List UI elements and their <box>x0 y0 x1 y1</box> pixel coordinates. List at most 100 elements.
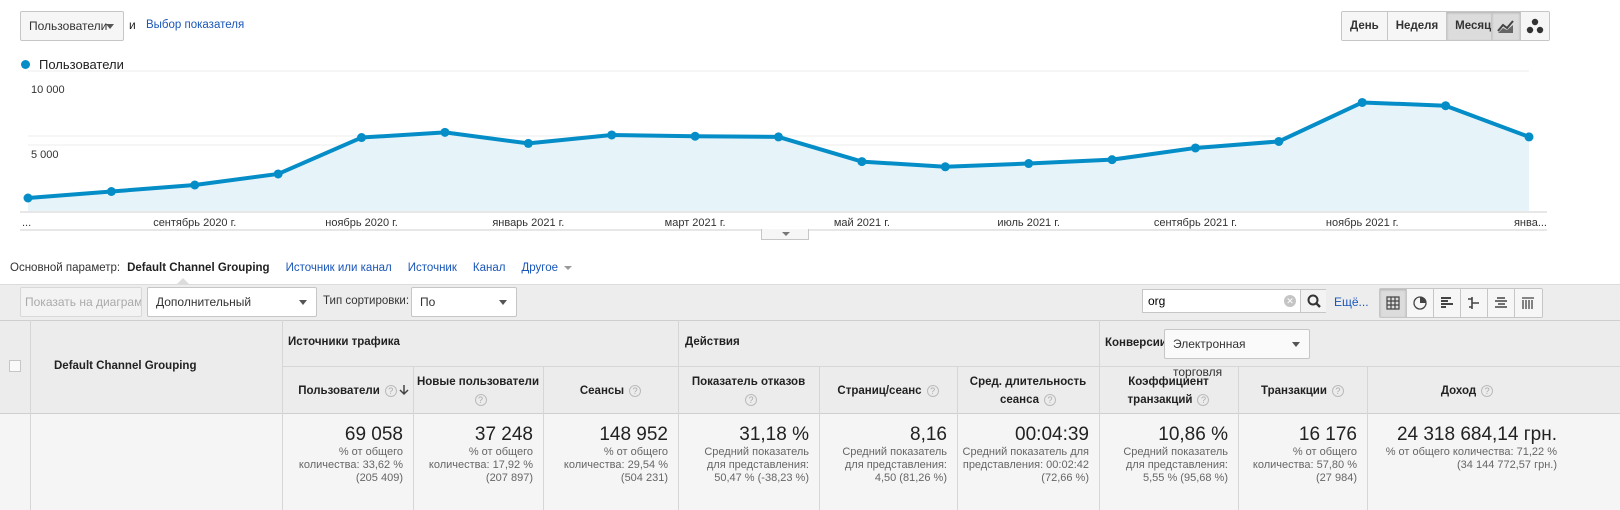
legend-label: Пользователи <box>39 57 124 72</box>
help-icon[interactable]: ? <box>1481 384 1494 397</box>
data-point <box>1524 132 1534 142</box>
conversion-type-value: Электронная торговля <box>1173 337 1246 379</box>
sort-arrow-down-icon[interactable] <box>399 384 409 402</box>
total-users: 69 058% от общего количества: 33,62 % (205… <box>282 424 403 485</box>
period-week-button[interactable]: Неделя <box>1387 12 1448 40</box>
total-transactions: 16 176% от общего количества: 57,80 % (27 … <box>1238 424 1357 485</box>
pivot-view-icon[interactable] <box>1515 289 1542 317</box>
help-icon[interactable]: ? <box>1044 393 1057 406</box>
pie-view-icon[interactable] <box>1407 289 1434 317</box>
chevron-down-icon <box>106 24 114 29</box>
column-header-new-users[interactable]: Новые пользователи? <box>413 368 543 414</box>
clear-search-icon[interactable]: ✕ <box>1284 295 1296 307</box>
data-point <box>774 132 783 142</box>
column-header-label: Показатель отказов <box>691 376 806 388</box>
comparison-view-icon[interactable] <box>1461 289 1488 317</box>
column-header-label-2: ? <box>740 391 757 409</box>
period-month-button[interactable]: Месяц <box>1447 12 1500 40</box>
table-view-icon[interactable] <box>1380 289 1407 317</box>
total-subtext: (34 144 772,57 грн.) <box>1457 459 1557 471</box>
chart-type-selector <box>1491 11 1550 41</box>
metric-select[interactable]: Пользователи <box>20 11 124 41</box>
dimension-active: Default Channel Grouping <box>127 262 270 274</box>
data-point <box>857 157 867 167</box>
x-tick-label: январь 2021 г. <box>492 217 564 229</box>
line-chart-icon[interactable] <box>1492 12 1521 40</box>
column-header-avg-session-duration[interactable]: Сред. длительность сеанса? <box>957 368 1099 414</box>
column-header-label: Сеансы? <box>580 382 642 400</box>
chevron-down-icon <box>499 300 507 305</box>
table-header <box>0 320 1620 414</box>
users-line-chart: 10 000 5 000... сентябрь 2020 г. ноябрь 202… <box>20 70 1547 231</box>
total-subtext: количества: 29,54 % <box>563 459 668 471</box>
data-point <box>1441 101 1451 111</box>
total-sessions: 148 952% от общего количества: 29,54 % (50… <box>543 424 668 485</box>
chevron-down-icon <box>564 265 573 270</box>
help-icon[interactable]: ? <box>629 384 642 397</box>
x-tick-label: март 2021 г. <box>665 217 726 229</box>
help-icon[interactable]: ? <box>1331 384 1344 397</box>
data-point <box>607 130 617 140</box>
report-table: Default Channel Grouping Источники трафи… <box>0 320 1620 510</box>
column-header-label: Пользователи? <box>298 382 397 400</box>
data-point <box>273 169 283 179</box>
show-on-chart-button[interactable]: Показать на диаграмме <box>20 287 142 317</box>
metric-picker-link[interactable]: Выбор показателя <box>146 19 245 31</box>
data-point <box>940 162 950 172</box>
data-point <box>357 133 367 143</box>
column-header-bounce-rate[interactable]: Показатель отказов? <box>678 368 819 414</box>
column-header-transactions[interactable]: Транзакции? <box>1238 368 1367 414</box>
column-header-revenue[interactable]: Доход? <box>1367 368 1567 414</box>
total-subtext: представления: 00:02:42 <box>962 459 1089 471</box>
conversion-type-select[interactable]: Электронная торговля <box>1164 329 1310 379</box>
help-icon[interactable]: ? <box>1197 393 1210 406</box>
search-button[interactable] <box>1300 290 1326 312</box>
period-selector: День Неделя Месяц <box>1341 11 1501 41</box>
total-subtext: Средний показатель <box>842 446 947 458</box>
total-subtext: (504 231) <box>620 472 668 484</box>
column-header-conversion-rate[interactable]: Коэффициент транзакций? <box>1099 368 1238 414</box>
and-label: и <box>129 18 136 32</box>
dimension-column-header[interactable]: Default Channel Grouping <box>54 360 197 372</box>
column-header-label: Коэффициент <box>1128 376 1209 388</box>
dimension-source-medium[interactable]: Источник или канал <box>285 262 392 274</box>
column-header-users[interactable]: Пользователи? <box>282 368 413 414</box>
chart-collapse-handle[interactable] <box>761 229 809 240</box>
dimension-other[interactable]: Другое <box>521 262 573 274</box>
dimension-source[interactable]: Источник <box>407 262 457 274</box>
total-subtext: (207 897) <box>485 472 533 484</box>
dimension-other-label: Другое <box>521 262 558 274</box>
x-tick-label: сентябрь 2021 г. <box>1154 217 1237 229</box>
total-conversion-rate: 10,86 % Средний показатель для представлен… <box>1099 424 1228 485</box>
sort-type-select[interactable]: По умолчанию <box>411 287 517 337</box>
column-header-pages-per-session[interactable]: Страниц/сеанс? <box>819 368 957 414</box>
total-subtext: количества: 57,80 % <box>1252 459 1357 471</box>
total-subtext: (27 984) <box>1316 472 1357 484</box>
bar-view-icon[interactable] <box>1434 289 1461 317</box>
term-cloud-view-icon[interactable] <box>1488 289 1515 317</box>
help-icon[interactable]: ? <box>926 384 939 397</box>
total-subtext: для представления: <box>844 459 947 471</box>
total-value: 24 318 684,14 грн. <box>1396 424 1557 445</box>
secondary-dimension-select[interactable]: Дополнительный параметр <box>147 287 317 337</box>
search-input[interactable] <box>1143 290 1283 312</box>
x-tick-label: ноябрь 2020 г. <box>325 217 398 229</box>
x-tick-label: ... <box>22 217 31 229</box>
chevron-down-icon <box>782 232 790 236</box>
column-header-sessions[interactable]: Сеансы? <box>543 368 678 414</box>
help-icon[interactable]: ? <box>384 384 397 397</box>
chart-legend: Пользователи <box>21 57 124 72</box>
total-new-users: 37 248% от общего количества: 17,92 % (207… <box>413 424 533 485</box>
dimension-channel[interactable]: Канал <box>472 262 506 274</box>
period-day-button[interactable]: День <box>1342 12 1388 40</box>
x-tick-label: май 2021 г. <box>834 217 890 229</box>
help-icon[interactable]: ? <box>474 393 487 406</box>
select-all-checkbox[interactable] <box>9 360 21 372</box>
data-point <box>106 187 116 196</box>
motion-chart-icon[interactable] <box>1521 12 1549 40</box>
legend-dot <box>21 60 30 69</box>
help-icon[interactable]: ? <box>745 393 757 406</box>
column-header-label: Сред. длительность <box>969 376 1087 388</box>
x-tick-label: ноябрь 2021 г. <box>1326 217 1399 229</box>
more-link[interactable]: Ещё... <box>1334 295 1369 309</box>
